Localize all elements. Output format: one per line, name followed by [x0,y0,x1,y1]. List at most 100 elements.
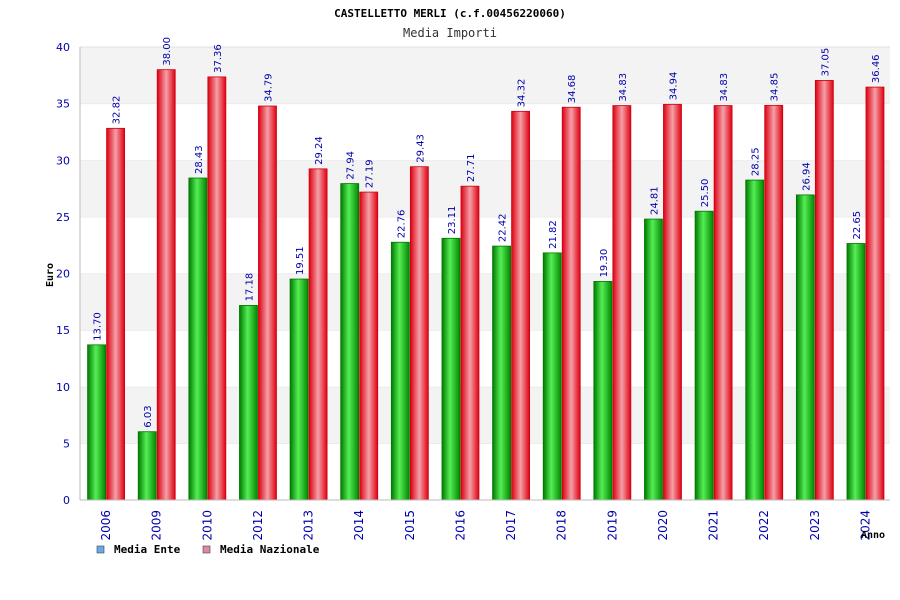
legend-swatch-media-nazionale [202,545,211,554]
value-label-media-ente-2023: 26.94 [801,162,812,191]
x-tick-label: 2020 [656,510,670,541]
x-tick-label: 2022 [757,510,771,541]
bar-media-ente-2018 [542,252,562,501]
bar-media-ente-2013 [289,278,309,501]
y-tick-label: 20 [56,268,70,281]
value-label-media-nazionale-2016: 27.71 [466,154,477,183]
bar-media-ente-2021 [694,210,714,501]
bar-media-nazionale-2020 [663,103,682,501]
value-label-media-ente-2009: 6.03 [143,405,154,427]
x-axis-ticks: 2006 2009 2010 2012 2013 2014 2015 2016 2017 2018… [99,510,872,541]
y-tick-label: 0 [63,494,70,507]
bar-media-ente-2016 [441,237,461,501]
value-label-media-nazionale-2024: 36.46 [871,54,882,83]
value-label-media-nazionale-2015: 29.43 [415,134,426,163]
x-tick-label: 2021 [707,510,721,541]
value-label-media-nazionale-2012: 34.79 [263,73,274,102]
x-axis-label: Anno [861,530,885,541]
bar-media-nazionale-2012 [258,105,277,501]
bar-media-ente-2024 [846,243,866,501]
bar-media-nazionale-2006 [106,127,125,501]
plot-band [80,47,890,104]
bar-media-ente-2015 [390,241,410,501]
value-label-media-nazionale-2020: 34.94 [668,72,679,101]
bars-group [87,69,885,501]
value-label-media-nazionale-2017: 34.32 [517,79,528,108]
x-tick-label: 2016 [453,510,467,541]
x-tick-label: 2006 [99,510,113,541]
y-tick-label: 15 [56,324,70,337]
bar-media-nazionale-2019 [612,105,632,501]
value-label-media-nazionale-2013: 29.24 [314,136,325,165]
bar-media-ente-2009 [137,431,157,501]
value-label-media-ente-2021: 25.50 [700,179,711,208]
value-label-media-ente-2019: 19.30 [599,249,610,278]
value-label-media-ente-2020: 24.81 [649,186,660,215]
bar-media-nazionale-2013 [308,168,328,501]
value-label-media-ente-2012: 17.18 [244,273,255,302]
bar-media-nazionale-2024 [865,86,885,501]
x-tick-label: 2010 [200,510,214,541]
value-label-media-ente-2022: 28.25 [751,147,762,176]
value-label-media-nazionale-2022: 34.85 [770,73,781,102]
value-label-media-nazionale-2014: 27.19 [365,159,376,188]
bar-media-nazionale-2018 [561,106,581,501]
bar-media-ente-2019 [593,281,613,501]
x-tick-label: 2015 [403,510,417,541]
chart-title: CASTELLETTO MERLI (c.f.00456220060) [334,7,566,20]
legend-label-media-nazionale: Media Nazionale [220,543,320,556]
value-label-media-nazionale-2021: 34.83 [719,73,730,102]
x-tick-label: 2023 [808,510,822,541]
bar-media-nazionale-2015 [409,166,429,501]
value-labels: 13.70 32.82 6.03 38.00 28.43 37.36 17.18 34.79 1… [93,37,882,428]
value-label-media-ente-2017: 22.42 [498,213,509,242]
x-tick-label: 2013 [302,510,316,541]
value-label-media-ente-2013: 19.51 [295,246,306,275]
value-label-media-nazionale-2006: 32.82 [112,96,123,125]
value-label-media-ente-2016: 23.11 [447,206,458,235]
chart-subtitle: Media Importi [403,26,497,40]
bar-media-ente-2023 [795,194,815,501]
x-tick-label: 2017 [504,510,518,541]
value-label-media-ente-2006: 13.70 [93,312,104,341]
bar-media-nazionale-2009 [156,69,176,501]
bar-media-ente-2014 [340,183,360,501]
y-tick-label: 35 [56,98,70,111]
value-label-media-nazionale-2019: 34.83 [618,73,629,102]
bar-media-ente-2017 [492,245,511,501]
bar-media-ente-2022 [745,179,765,501]
bar-media-nazionale-2016 [460,185,480,501]
value-label-media-ente-2024: 22.65 [852,211,863,240]
value-label-media-nazionale-2010: 37.36 [213,44,224,73]
legend-label-media-ente: Media Ente [114,543,181,556]
bar-media-nazionale-2022 [764,104,784,501]
value-label-media-nazionale-2018: 34.68 [567,75,578,104]
value-label-media-ente-2010: 28.43 [194,145,205,174]
value-label-media-ente-2015: 22.76 [396,210,407,239]
bar-media-ente-2020 [644,218,663,501]
y-tick-label: 40 [56,41,70,54]
bar-media-nazionale-2014 [359,191,379,501]
y-axis-label: Euro [45,263,56,287]
x-tick-label: 2019 [605,510,619,541]
legend-swatch-media-ente [96,545,105,554]
y-tick-label: 30 [56,154,70,167]
bar-media-ente-2012 [239,305,258,501]
x-tick-label: 2009 [150,510,164,541]
value-label-media-nazionale-2009: 38.00 [162,37,173,66]
x-tick-label: 2014 [352,510,366,541]
value-label-media-ente-2018: 21.82 [548,220,559,249]
y-axis-ticks: 0 5 10 15 20 25 30 35 40 [56,41,70,507]
bar-media-nazionale-2017 [511,110,530,501]
bar-media-ente-2010 [188,177,208,501]
bar-media-nazionale-2023 [814,80,834,501]
bar-media-ente-2006 [87,344,106,501]
value-label-media-ente-2014: 27.94 [346,151,357,180]
x-tick-label: 2012 [251,510,265,541]
bar-media-nazionale-2010 [207,76,227,501]
value-label-media-nazionale-2023: 37.05 [820,48,831,77]
y-tick-label: 25 [56,211,70,224]
y-tick-label: 10 [56,381,70,394]
y-tick-label: 5 [63,437,70,450]
